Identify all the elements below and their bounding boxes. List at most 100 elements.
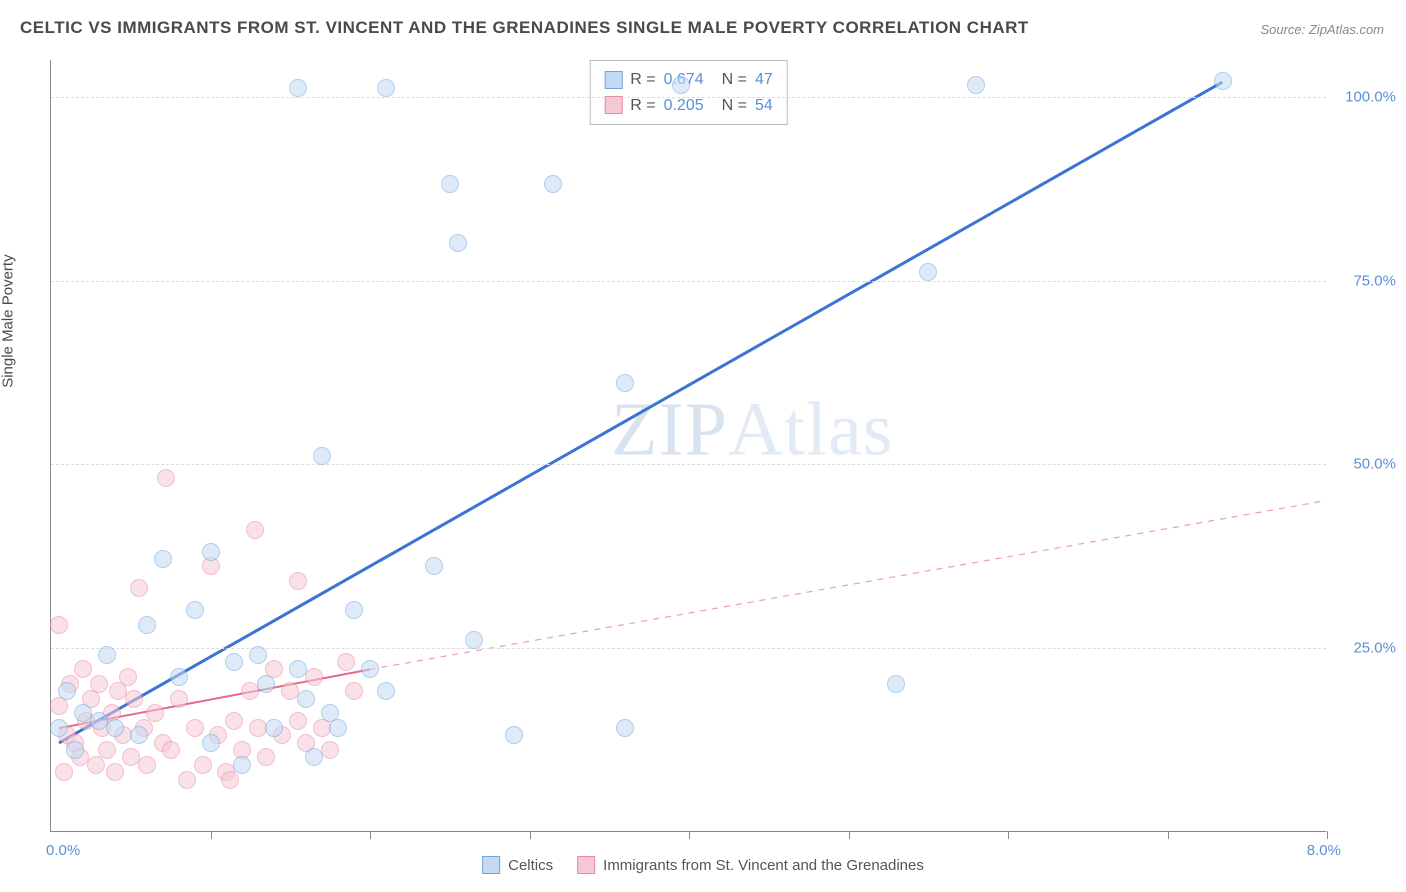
data-point-celtics — [289, 660, 307, 678]
data-point-immigrants — [138, 756, 156, 774]
data-point-immigrants — [246, 521, 264, 539]
data-point-celtics — [616, 719, 634, 737]
x-tick — [530, 831, 531, 839]
x-tick-max: 8.0% — [1307, 842, 1341, 859]
data-point-immigrants — [157, 469, 175, 487]
data-point-celtics — [377, 79, 395, 97]
y-tick-label: 100.0% — [1345, 88, 1396, 105]
data-point-celtics — [919, 263, 937, 281]
data-point-immigrants — [119, 668, 137, 686]
data-point-celtics — [305, 748, 323, 766]
data-point-celtics — [186, 601, 204, 619]
data-point-immigrants — [221, 771, 239, 789]
source-attribution: Source: ZipAtlas.com — [1260, 22, 1384, 37]
data-point-immigrants — [87, 756, 105, 774]
data-point-celtics — [672, 76, 690, 94]
gridline-h — [51, 97, 1326, 98]
legend-swatch — [604, 71, 622, 89]
gridline-h — [51, 648, 1326, 649]
data-point-celtics — [154, 550, 172, 568]
data-point-celtics — [449, 234, 467, 252]
legend-n-label: N = — [722, 67, 747, 93]
data-point-celtics — [361, 660, 379, 678]
data-point-celtics — [465, 631, 483, 649]
legend-swatch — [577, 856, 595, 874]
data-point-celtics — [441, 175, 459, 193]
data-point-immigrants — [257, 748, 275, 766]
data-point-celtics — [377, 682, 395, 700]
x-tick — [1168, 831, 1169, 839]
x-tick-min: 0.0% — [46, 842, 80, 859]
y-tick-label: 75.0% — [1353, 272, 1396, 289]
data-point-celtics — [138, 616, 156, 634]
data-point-immigrants — [146, 704, 164, 722]
data-point-celtics — [202, 543, 220, 561]
data-point-celtics — [106, 719, 124, 737]
x-tick — [211, 831, 212, 839]
series-legend-item: Celtics — [482, 856, 553, 874]
data-point-celtics — [66, 741, 84, 759]
data-point-celtics — [544, 175, 562, 193]
data-point-celtics — [616, 374, 634, 392]
series-label: Immigrants from St. Vincent and the Gren… — [603, 857, 924, 874]
legend-swatch — [604, 96, 622, 114]
series-label: Celtics — [508, 857, 553, 874]
data-point-immigrants — [74, 660, 92, 678]
data-point-immigrants — [98, 741, 116, 759]
data-point-celtics — [1214, 72, 1232, 90]
legend-r-label: R = — [630, 67, 655, 93]
x-tick — [1327, 831, 1328, 839]
data-point-celtics — [425, 557, 443, 575]
data-point-immigrants — [289, 712, 307, 730]
data-point-immigrants — [55, 763, 73, 781]
data-point-celtics — [505, 726, 523, 744]
watermark: ZIPAtlas — [611, 387, 893, 474]
data-point-immigrants — [106, 763, 124, 781]
data-point-immigrants — [321, 741, 339, 759]
series-legend-item: Immigrants from St. Vincent and the Gren… — [577, 856, 924, 874]
data-point-immigrants — [162, 741, 180, 759]
data-point-celtics — [313, 447, 331, 465]
legend-n-value: 47 — [755, 67, 773, 93]
stats-legend: R =0.674N =47R =0.205N =54 — [589, 60, 788, 125]
x-tick — [689, 831, 690, 839]
x-tick — [1008, 831, 1009, 839]
data-point-celtics — [329, 719, 347, 737]
data-point-immigrants — [186, 719, 204, 737]
data-point-immigrants — [337, 653, 355, 671]
gridline-h — [51, 281, 1326, 282]
y-axis-label: Single Male Poverty — [0, 254, 17, 387]
x-tick — [849, 831, 850, 839]
series-legend: Celtics Immigrants from St. Vincent and t… — [482, 856, 924, 874]
plot-area: ZIPAtlas R =0.674N =47R =0.205N =54 0.0%… — [50, 60, 1326, 832]
y-tick-label: 25.0% — [1353, 640, 1396, 657]
data-point-immigrants — [125, 690, 143, 708]
data-point-immigrants — [225, 712, 243, 730]
data-point-immigrants — [345, 682, 363, 700]
data-point-immigrants — [194, 756, 212, 774]
data-point-immigrants — [90, 675, 108, 693]
data-point-celtics — [257, 675, 275, 693]
y-tick-label: 50.0% — [1353, 456, 1396, 473]
data-point-celtics — [98, 646, 116, 664]
data-point-celtics — [50, 719, 68, 737]
data-point-immigrants — [305, 668, 323, 686]
data-point-celtics — [58, 682, 76, 700]
gridline-h — [51, 464, 1326, 465]
data-point-celtics — [265, 719, 283, 737]
data-point-celtics — [297, 690, 315, 708]
data-point-celtics — [249, 646, 267, 664]
data-point-immigrants — [130, 579, 148, 597]
data-point-celtics — [289, 79, 307, 97]
data-point-celtics — [887, 675, 905, 693]
data-point-immigrants — [170, 690, 188, 708]
data-point-celtics — [170, 668, 188, 686]
data-point-celtics — [967, 76, 985, 94]
chart-title: CELTIC VS IMMIGRANTS FROM ST. VINCENT AN… — [20, 18, 1029, 38]
data-point-immigrants — [289, 572, 307, 590]
data-point-celtics — [345, 601, 363, 619]
data-point-celtics — [130, 726, 148, 744]
x-tick — [370, 831, 371, 839]
data-point-celtics — [233, 756, 251, 774]
legend-swatch — [482, 856, 500, 874]
